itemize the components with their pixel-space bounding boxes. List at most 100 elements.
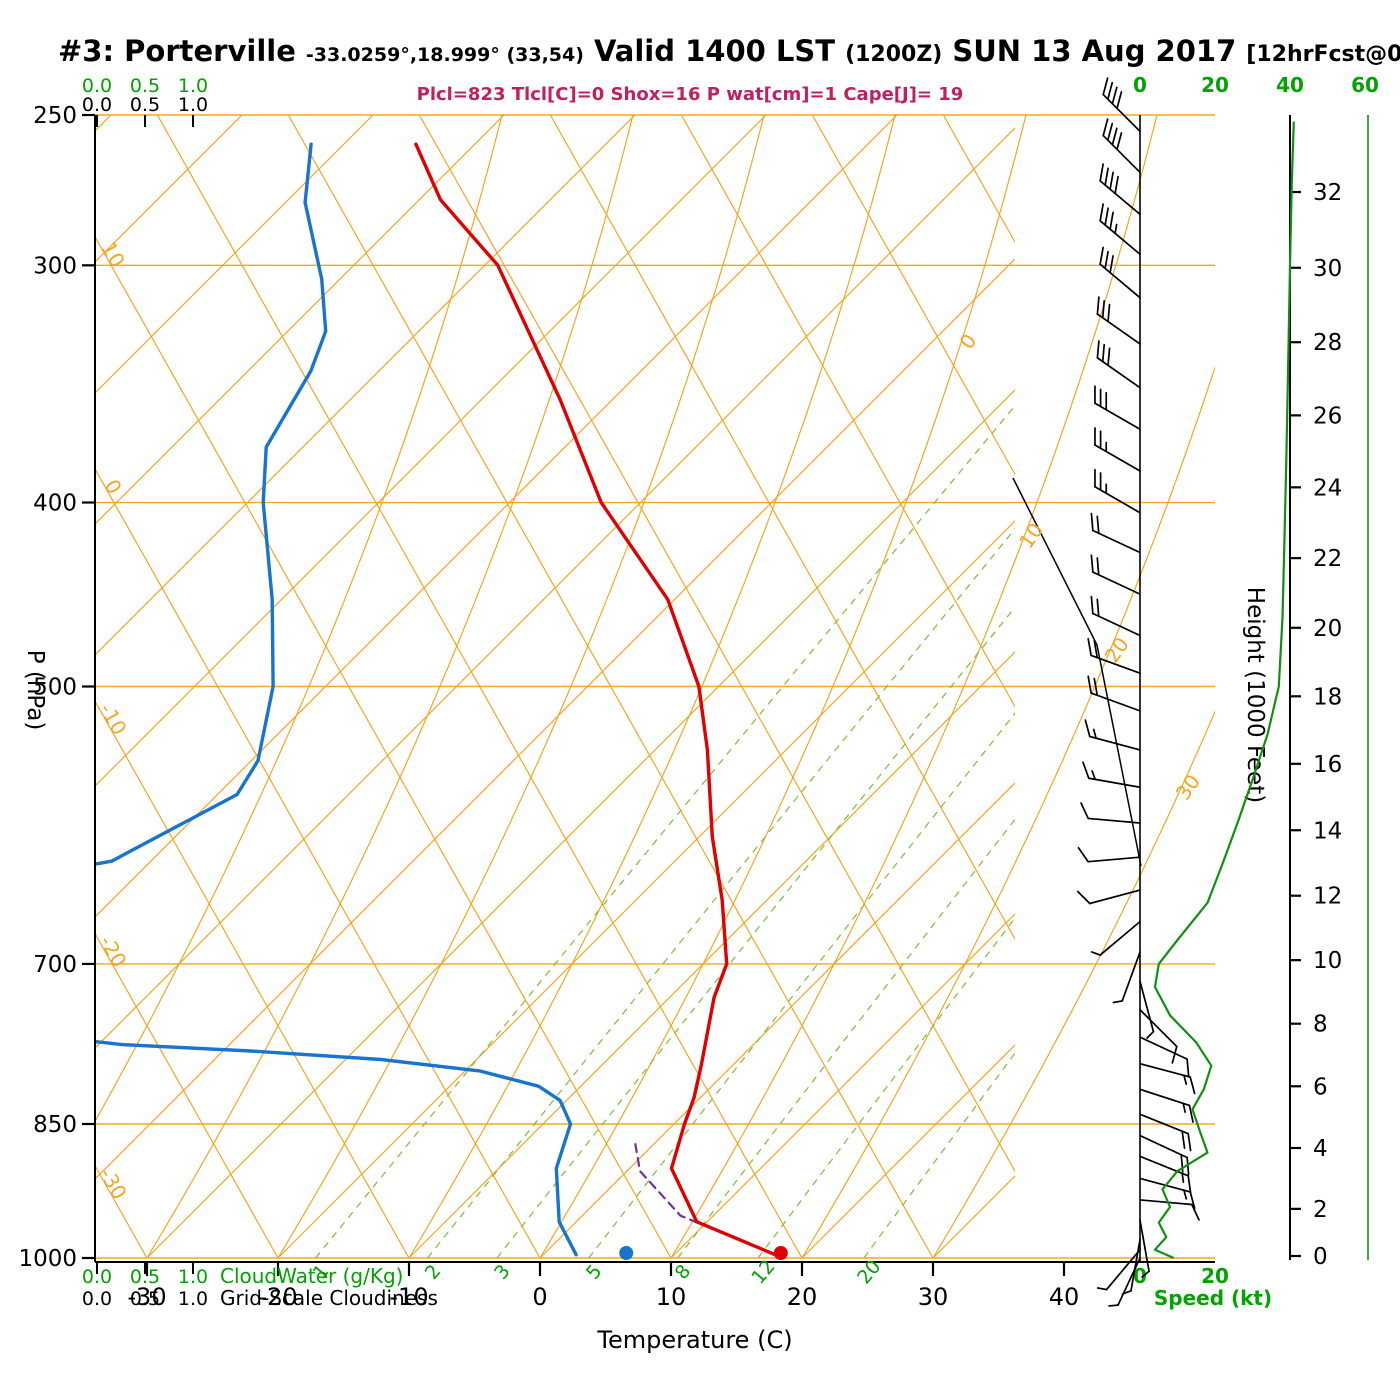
isotherm-line (670, 913, 1015, 1258)
valid-date: SUN 13 Aug 2017 (952, 34, 1237, 68)
wind-barb-feather (1104, 207, 1109, 226)
speed-scale-top-tick-label: 60 (1351, 73, 1379, 97)
height-axis-title: Height (1000 Feet) (1242, 587, 1268, 803)
pressure-tick-label: 500 (33, 675, 77, 701)
isotherm-line (95, 258, 1015, 1180)
wind-barb-staff (1139, 1088, 1191, 1107)
cloudiness-scale-title: Grid-Scale Cloudiness (220, 1286, 438, 1310)
temperature-tick-label: -10 (389, 1283, 428, 1311)
wind-barb-feather (1187, 1132, 1192, 1152)
cloudiness-scale-bottom-label: 1.0 (178, 1288, 208, 1310)
wind-barb-feather (1109, 211, 1114, 231)
wind-barb-feather (1114, 175, 1119, 195)
wind-barb-staff (1094, 485, 1141, 514)
wind-barb-half-feather (1112, 1000, 1124, 1004)
isotherm-line (95, 115, 898, 918)
wind-barb-half-feather (1141, 1270, 1150, 1278)
moist-adiabat-line (670, 115, 1158, 1258)
mixing-ratio-line (427, 527, 1015, 1258)
moist-adiabat-line (539, 115, 1027, 1258)
mixing-ratio-label: 20 (853, 1256, 885, 1289)
dry-adiabat-line (95, 235, 672, 1258)
wind-barb-feather (1096, 557, 1100, 576)
pressure-tick-label: 400 (33, 491, 77, 517)
station-title: #3: Porterville (58, 34, 296, 68)
mixing-ratio-lines (315, 404, 1015, 1258)
height-tick-label: 0 (1313, 1244, 1328, 1270)
speed-scale-top-tick-label: 40 (1276, 73, 1304, 97)
temperature-axis-title: Temperature (C) (596, 1326, 792, 1354)
dry-adiabat-line (680, 115, 1015, 708)
wind-barb-staff (1102, 93, 1141, 133)
wind-barb-feather (1106, 122, 1114, 142)
height-tick-label: 20 (1313, 616, 1342, 642)
isotherm-line (801, 1044, 1015, 1258)
moist-adiabat-line (408, 115, 896, 1258)
wind-barb-feather (1099, 203, 1104, 222)
wind-barbs (1076, 77, 1200, 1307)
wind-barb-feather (1101, 343, 1106, 363)
cloudiness-scale-top-label: 1.0 (178, 94, 208, 116)
speed-scale-top-tick-label: 20 (1201, 73, 1229, 97)
wind-barb-half-feather (1181, 1172, 1185, 1184)
wind-barb-half-feather (1091, 770, 1097, 781)
height-tick-label: 8 (1313, 1012, 1328, 1038)
mixing-ratio-label: 8 (671, 1260, 696, 1283)
speed-scale-bottom-tick-label: 0 (1133, 1264, 1147, 1288)
wind-barb-feather (1096, 598, 1100, 618)
cloudwater-scale-bottom-label: 0.0 (82, 1266, 112, 1288)
wind-barb-feather (1101, 300, 1106, 319)
isotherm-line (146, 389, 1015, 1258)
wind-barb-staff (1139, 1134, 1188, 1159)
wind-barb-feather (1171, 1045, 1178, 1064)
dry-adiabat-label: -10 (95, 699, 132, 739)
wind-barb-feather (1187, 1174, 1192, 1194)
height-tick-label: 28 (1313, 330, 1342, 356)
wind-barb-feather (1104, 167, 1109, 186)
wind-barb-feather (1186, 1058, 1190, 1077)
dry-adiabat-line (811, 115, 1015, 476)
wind-barb-feather (1077, 846, 1090, 863)
wind-barb-staff (1092, 571, 1141, 595)
wind-barb-staff (1130, 1238, 1141, 1292)
wind-barb-feather (1102, 118, 1109, 137)
isotherm-line (277, 520, 1015, 1258)
pressure-tick-label: 1000 (18, 1246, 77, 1272)
wind-barb-staff (1088, 735, 1141, 751)
wind-barb-feather (1116, 91, 1123, 110)
wind-barb-staff (1139, 1008, 1178, 1048)
cloudwater-scale-top-label: 1.0 (178, 75, 208, 97)
wind-barb-feather (1107, 303, 1111, 323)
mixing-ratio-label: 12 (747, 1256, 779, 1289)
wind-barb-staff (1099, 219, 1141, 256)
wind-barb-feather (1082, 761, 1090, 780)
surface-temperature-dot (773, 1246, 788, 1260)
wind-barb-feather (1109, 255, 1114, 274)
wind-barb-staff (1099, 920, 1141, 956)
height-tick-label: 32 (1313, 180, 1342, 206)
wind-barb-feather (1099, 246, 1104, 266)
height-tick-label: 18 (1313, 684, 1342, 710)
wind-barb-staff (1096, 357, 1141, 389)
wind-barb-staff (1139, 1062, 1192, 1078)
wind-barb-staff (1092, 529, 1141, 554)
speed-axis-title: Speed (kt) (1154, 1286, 1272, 1310)
cloudwater-scale-top-label: 0.0 (82, 75, 112, 97)
dry-adiabat-line (95, 467, 541, 1258)
wind-barb-staff (1087, 777, 1141, 789)
height-tick-label: 22 (1313, 546, 1342, 572)
wind-barb-half-feather (1108, 1304, 1119, 1307)
wind-barb-staff (1139, 1199, 1193, 1206)
wind-barb-feather (1189, 1076, 1196, 1095)
mixing-ratio-line (863, 1052, 1015, 1258)
pressure-tick-label: 300 (33, 253, 77, 279)
sounding-curves (95, 142, 777, 1257)
temperature-tick-label: -30 (127, 1283, 166, 1311)
wind-barb-half-feather (1090, 951, 1102, 956)
temperature-tick-label: 20 (787, 1283, 818, 1311)
pressure-tick-label: 700 (33, 952, 77, 978)
moist-adiabat-label: 10 (1014, 518, 1048, 553)
wind-barb-feather (1076, 890, 1091, 905)
height-tick-label: 26 (1313, 403, 1342, 429)
